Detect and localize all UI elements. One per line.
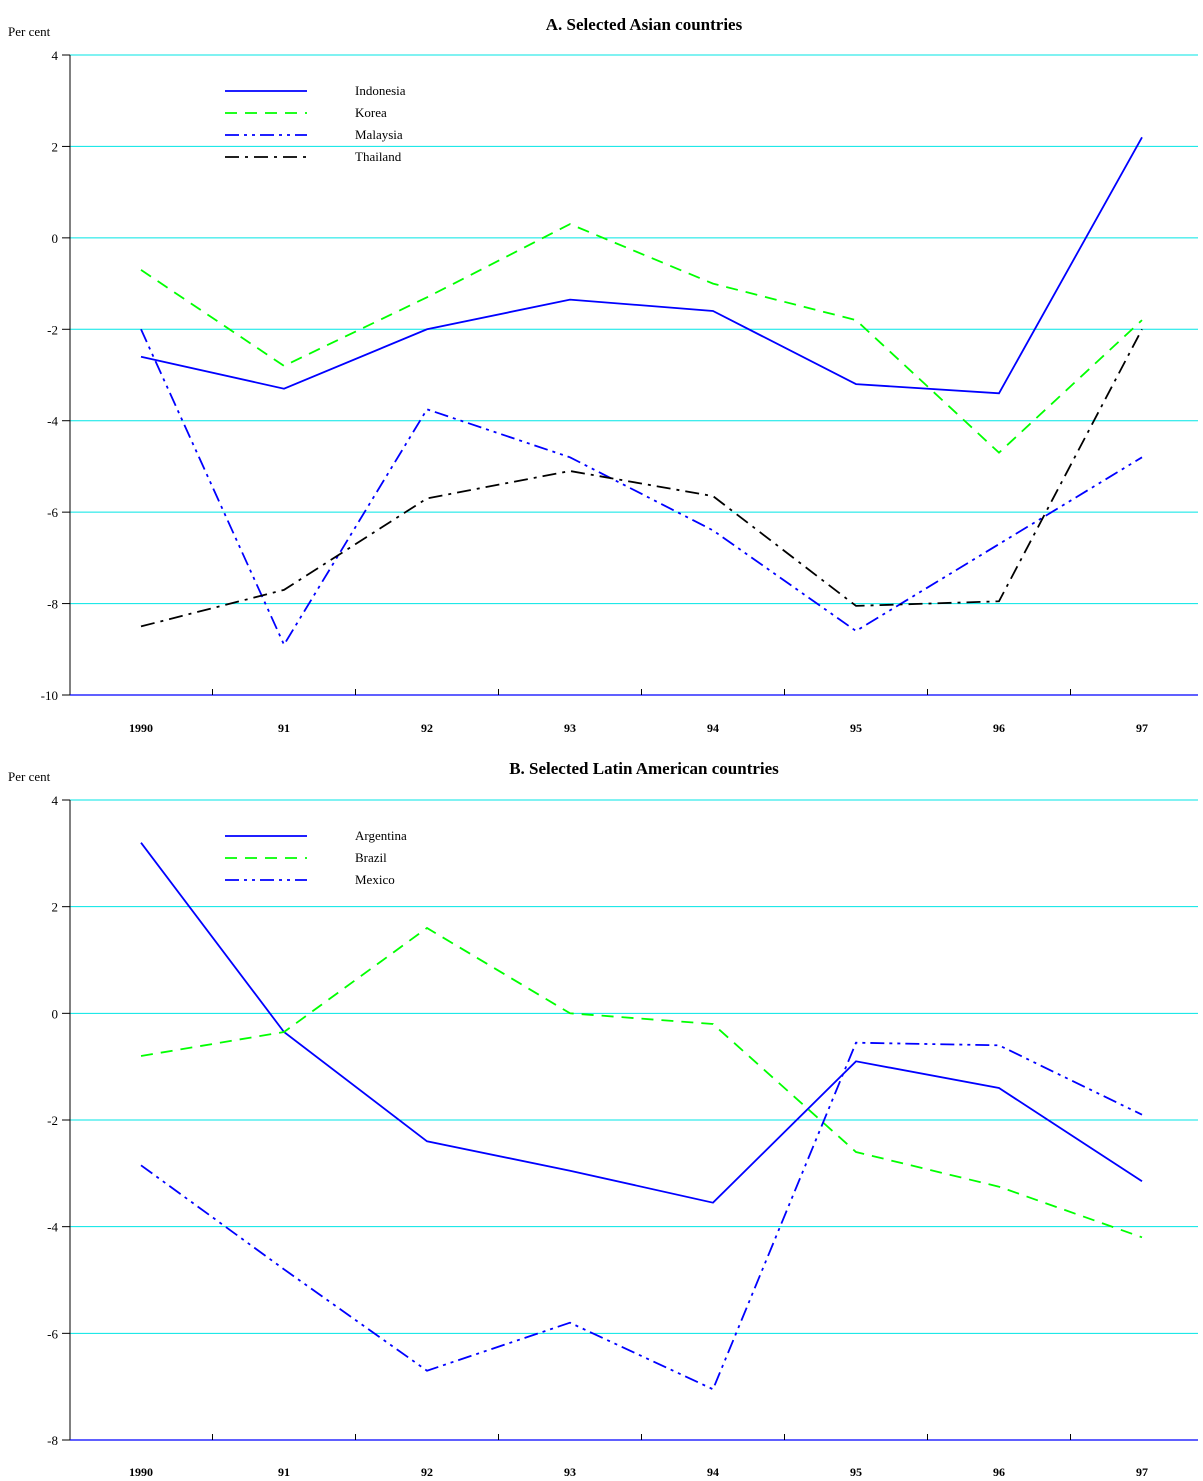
y-tick-label: 4 — [52, 793, 59, 808]
y-tick-label: -6 — [47, 1326, 58, 1341]
series-line-malaysia — [140, 328, 1143, 647]
x-tick-label: 91 — [278, 721, 290, 735]
legend: Indonesia Korea Malaysia Thailand — [225, 83, 406, 164]
y-tick-label: -2 — [47, 322, 58, 337]
chart-panel-b: B. Selected Latin American countries Per … — [8, 759, 1198, 1479]
series-line-argentina — [140, 842, 1143, 1204]
series-line-korea — [140, 223, 1143, 454]
legend-label-indonesia: Indonesia — [355, 83, 406, 98]
x-tick-label: 91 — [278, 1465, 290, 1479]
y-tick-label: -4 — [47, 414, 58, 429]
y-tick-label: -4 — [47, 1220, 58, 1235]
y-tick-label: 0 — [52, 1006, 59, 1021]
series-line-indonesia — [140, 136, 1143, 395]
y-tick-label: 0 — [52, 231, 59, 246]
y-tick-label: -10 — [41, 688, 58, 703]
chart-title: A. Selected Asian countries — [546, 15, 743, 34]
x-tick-label: 96 — [993, 1465, 1005, 1479]
series-line-brazil — [140, 926, 1143, 1239]
chart-title: B. Selected Latin American countries — [509, 759, 779, 778]
y-tick-label: 4 — [52, 48, 59, 63]
y-tick-label: -8 — [47, 597, 58, 612]
series-line-thailand — [140, 328, 1143, 628]
y-axis-label: Per cent — [8, 769, 51, 784]
x-tick-label: 92 — [421, 1465, 433, 1479]
x-tick-label: 95 — [850, 721, 862, 735]
x-tick-label: 95 — [850, 1465, 862, 1479]
y-tick-label: -8 — [47, 1433, 58, 1448]
x-tick-label: 93 — [564, 1465, 576, 1479]
legend-label-korea: Korea — [355, 105, 387, 120]
x-tick-label: 1990 — [129, 1465, 153, 1479]
legend-label-mexico: Mexico — [355, 872, 395, 887]
x-tick-label: 1990 — [129, 721, 153, 735]
y-tick-label: 2 — [52, 139, 59, 154]
legend: Argentina Brazil Mexico — [225, 828, 407, 887]
y-tick-label: -6 — [47, 505, 58, 520]
x-tick-label: 97 — [1136, 721, 1148, 735]
x-tick-label: 97 — [1136, 1465, 1148, 1479]
legend-label-thailand: Thailand — [355, 149, 402, 164]
series-line-mexico — [140, 1041, 1143, 1391]
y-axis-label: Per cent — [8, 24, 51, 39]
y-tick-label: -2 — [47, 1113, 58, 1128]
x-tick-label: 92 — [421, 721, 433, 735]
y-tick-label: 2 — [52, 900, 59, 915]
x-tick-label: 96 — [993, 721, 1005, 735]
legend-label-malaysia: Malaysia — [355, 127, 403, 142]
x-tick-label: 94 — [707, 721, 719, 735]
x-tick-label: 94 — [707, 1465, 719, 1479]
legend-label-argentina: Argentina — [355, 828, 407, 843]
x-tick-label: 93 — [564, 721, 576, 735]
legend-label-brazil: Brazil — [355, 850, 387, 865]
